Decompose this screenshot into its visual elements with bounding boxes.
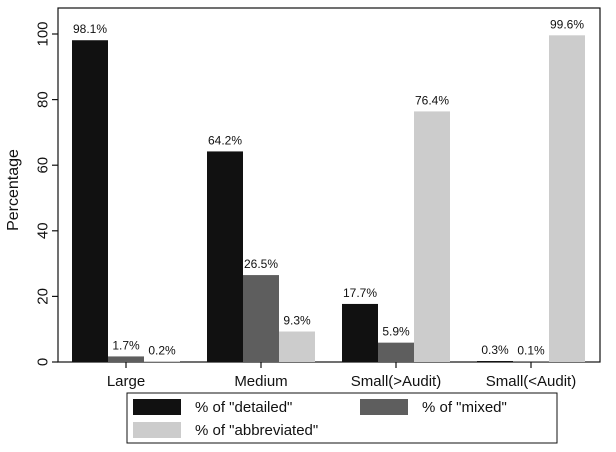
axes: 0 20 40 60 80 100 Large Medium Small(>Audit) Smal… <box>34 7 601 390</box>
x-tick-label: Small(<Audit) <box>486 373 576 390</box>
bar-value-label: 76.4% <box>415 93 449 107</box>
bar-value-label: 0.3% <box>481 343 509 357</box>
plot-frame <box>57 7 601 363</box>
bar <box>108 356 144 362</box>
legend-label: % of "mixed" <box>422 399 507 416</box>
legend-swatch <box>360 399 408 415</box>
x-tick-label: Large <box>107 373 145 390</box>
bar <box>279 331 315 362</box>
y-tick-label: 80 <box>34 91 51 108</box>
legend-label: % of "abbreviated" <box>195 422 318 439</box>
bar <box>513 361 549 362</box>
bar-value-label: 98.1% <box>73 22 107 36</box>
bar-value-label: 0.2% <box>148 343 176 357</box>
bar <box>477 361 513 362</box>
legend-label: % of "detailed" <box>195 399 292 416</box>
bar-value-label: 1.7% <box>112 338 140 352</box>
bar-value-label: 64.2% <box>208 133 242 147</box>
legend-swatch <box>133 422 181 438</box>
bar-value-label: 17.7% <box>343 286 377 300</box>
legend: % of "detailed" % of "mixed" % of "abbrevi… <box>126 392 558 444</box>
y-tick-label: 0 <box>34 358 51 366</box>
legend-swatch <box>133 399 181 415</box>
y-axis-title: Percentage <box>5 149 22 231</box>
bar-value-label: 5.9% <box>382 325 410 339</box>
bar-value-label: 26.5% <box>244 257 278 271</box>
bar-value-label: 9.3% <box>283 313 311 327</box>
bar <box>243 275 279 362</box>
y-tick-label: 100 <box>34 21 51 46</box>
x-tick-label: Medium <box>234 373 287 390</box>
bar <box>144 361 180 362</box>
bars <box>72 35 585 363</box>
bar <box>72 40 108 363</box>
bar <box>378 342 414 362</box>
y-tick-label: 40 <box>34 222 51 239</box>
bar-value-label: 99.6% <box>550 17 584 31</box>
y-tick-label: 60 <box>34 157 51 174</box>
bar <box>414 111 450 363</box>
bar <box>207 151 243 362</box>
legend-box <box>126 392 558 444</box>
y-tick-label: 20 <box>34 288 51 305</box>
bar <box>549 35 585 362</box>
x-tick-label: Small(>Audit) <box>351 373 441 390</box>
bar-value-label: 0.1% <box>517 343 545 357</box>
bar <box>342 303 378 362</box>
data-labels: 98.1% 64.2% 17.7% 0.3% 1.7% 26.5% 5.9% 0.1% 0.2%… <box>73 17 584 357</box>
